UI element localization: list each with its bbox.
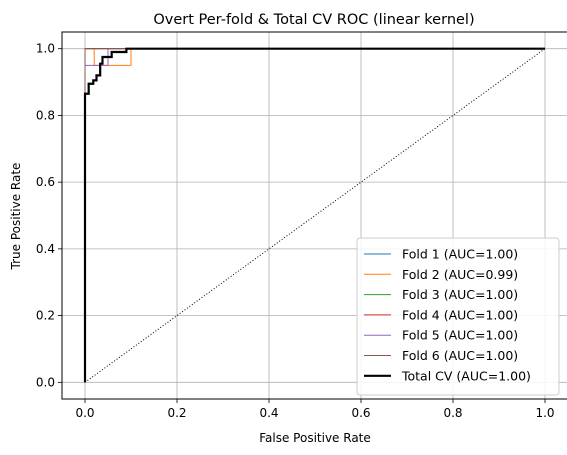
y-tick-label: 0.8 <box>36 108 55 122</box>
legend-label: Fold 4 (AUC=1.00) <box>402 307 518 322</box>
legend-label: Fold 1 (AUC=1.00) <box>402 247 518 262</box>
y-axis: 0.0 0.2 0.4 0.6 0.8 1.0 <box>36 42 62 389</box>
y-tick-label: 1.0 <box>36 42 55 56</box>
chart-title: Overt Per-fold & Total CV ROC (linear ke… <box>153 12 474 28</box>
x-tick-label: 0.0 <box>75 406 94 420</box>
roc-curve-7 <box>83 47 545 383</box>
x-axis: 0.0 0.2 0.4 0.6 0.8 1.0 <box>75 399 555 420</box>
y-axis-label: True Positive Rate <box>9 163 23 271</box>
legend-label: Fold 2 (AUC=0.99) <box>402 267 518 282</box>
legend-label: Fold 5 (AUC=1.00) <box>402 328 518 343</box>
x-tick-label: 0.8 <box>443 406 462 420</box>
roc-curves <box>83 47 545 383</box>
y-tick-label: 0.0 <box>36 375 55 389</box>
x-tick-label: 0.6 <box>351 406 370 420</box>
legend: Fold 1 (AUC=1.00) Fold 2 (AUC=0.99) Fold 3… <box>356 237 560 396</box>
legend-label: Fold 6 (AUC=1.00) <box>402 348 518 363</box>
x-tick-label: 0.4 <box>259 406 278 420</box>
x-axis-label: False Positive Rate <box>259 431 371 445</box>
y-tick-label: 0.4 <box>36 242 55 256</box>
x-tick-label: 0.2 <box>167 406 186 420</box>
legend-box <box>356 237 560 396</box>
y-tick-label: 0.6 <box>36 175 55 189</box>
y-tick-label: 0.2 <box>36 309 55 323</box>
legend-label: Total CV (AUC=1.00) <box>401 368 531 383</box>
plot-area-frame <box>61 31 567 400</box>
x-tick-label: 1.0 <box>535 406 554 420</box>
legend-label: Fold 3 (AUC=1.00) <box>402 287 518 302</box>
